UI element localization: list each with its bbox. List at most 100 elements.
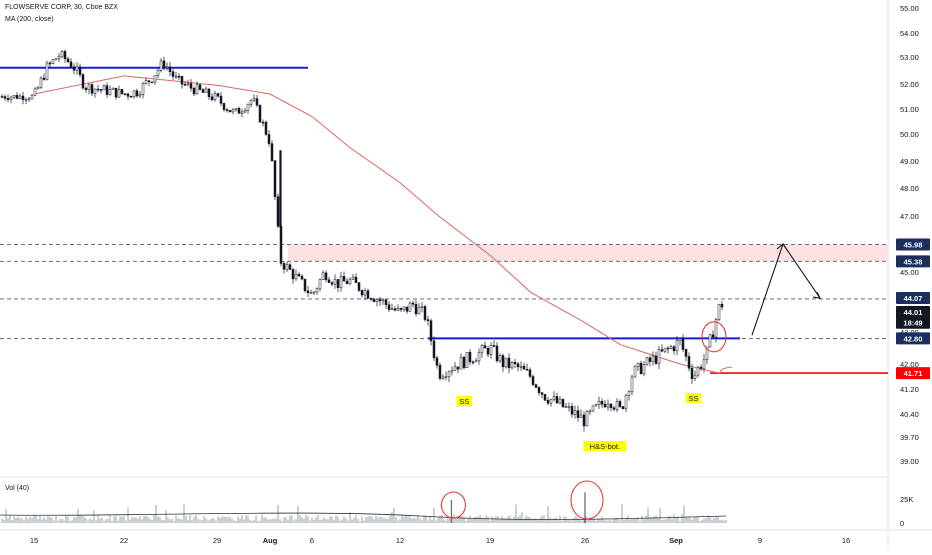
candle-body: [483, 345, 487, 349]
annotation-label[interactable]: SS: [459, 397, 469, 406]
candle-body: [699, 366, 703, 369]
y-tick-label: 49.00: [900, 157, 919, 166]
candle-body: [414, 304, 418, 315]
candle-body: [210, 96, 214, 101]
candle-body: [24, 99, 28, 101]
candle-body: [261, 121, 265, 124]
price-label-bg: [896, 316, 930, 329]
candle-body: [666, 347, 670, 350]
candle-body: [300, 275, 304, 280]
volume-bars[interactable]: [1, 504, 727, 523]
candle-body: [234, 108, 238, 111]
annotation-label-bg: [456, 396, 472, 406]
candle-body: [420, 306, 424, 308]
candle-body: [426, 319, 430, 322]
candle-body: [552, 396, 556, 400]
price-label[interactable]: 18:49: [903, 319, 922, 328]
candle-body: [87, 84, 91, 91]
candle-body: [291, 269, 295, 280]
candle-body: [594, 404, 598, 407]
candle-body: [111, 87, 115, 90]
candle-body: [171, 71, 175, 77]
x-tick-label: 26: [581, 536, 589, 545]
legend-ma: MA (200, close): [5, 16, 54, 23]
candle-body: [600, 400, 604, 405]
price-label[interactable]: 44.01: [904, 308, 923, 317]
price-label[interactable]: 41.71: [904, 369, 923, 378]
candle-body: [438, 364, 442, 379]
candle-body: [294, 273, 298, 280]
x-tick-label: 29: [213, 536, 221, 545]
candle-body: [621, 406, 625, 409]
price-label-bg: [896, 291, 930, 304]
candle-body: [36, 87, 40, 90]
annotation-label[interactable]: H&S-bot.: [590, 442, 620, 451]
candle-body: [399, 307, 403, 310]
breakout-circle[interactable]: [701, 321, 727, 353]
candle-body: [540, 392, 544, 395]
candle-body: [405, 306, 409, 312]
candle-body: [447, 371, 451, 377]
annotation-label[interactable]: SS: [688, 394, 698, 403]
price-label-bg: [896, 238, 930, 251]
candle-body: [615, 401, 619, 410]
candle-body: [336, 279, 340, 288]
y-tick-label: 41.20: [900, 385, 919, 394]
candle-body: [411, 302, 415, 305]
price-label[interactable]: 42.80: [904, 334, 923, 343]
candle-body: [216, 93, 220, 97]
candle-body: [342, 276, 346, 282]
candle-body: [345, 280, 349, 285]
candle-body: [675, 340, 679, 352]
candle-body: [531, 376, 535, 385]
candle-body: [348, 278, 352, 285]
candle-body: [108, 89, 112, 95]
y-tick-label: 53.00: [900, 53, 919, 62]
candle-body: [681, 338, 685, 350]
candle-body: [201, 89, 205, 93]
candle-body: [321, 272, 325, 280]
y-tick-label: 55.00: [900, 4, 919, 13]
candle-body: [99, 89, 103, 91]
candle-body: [570, 406, 574, 415]
candle-body: [468, 352, 472, 363]
ma-200-line[interactable]: [33, 75, 721, 374]
candle-body: [360, 290, 364, 296]
price-label[interactable]: 44.07: [904, 294, 923, 303]
volume-circle[interactable]: [570, 480, 604, 520]
y-tick-label: 40.40: [900, 410, 919, 419]
candle-body: [354, 276, 358, 283]
price-label[interactable]: 45.98: [904, 241, 923, 250]
volume-circle[interactable]: [440, 491, 466, 519]
candle-body: [549, 398, 553, 404]
candle-body: [225, 109, 229, 111]
candle-body: [18, 95, 22, 99]
candle-body: [657, 349, 661, 364]
price-label[interactable]: 45.38: [904, 257, 923, 266]
candle-body: [564, 406, 568, 408]
candle-body: [351, 276, 355, 280]
candle-body: [717, 303, 721, 320]
candle-body: [441, 376, 445, 379]
candle-body: [693, 374, 697, 379]
price-label-bg: [896, 255, 930, 268]
candle-body: [516, 363, 520, 368]
legend-symbol: FLOWSERVE CORP, 30, Cboe BZX: [5, 4, 118, 11]
candle-body: [15, 95, 19, 99]
candle-body: [522, 366, 526, 370]
candle-body: [435, 357, 439, 366]
candle-body: [477, 352, 481, 362]
candle-body: [21, 95, 25, 101]
candle-body: [330, 282, 334, 285]
candle-body: [576, 410, 580, 418]
candle-body: [492, 345, 496, 347]
candle-body: [282, 263, 286, 270]
price-candles[interactable]: [0, 49, 724, 432]
candle-body: [27, 98, 31, 101]
candle-body: [669, 346, 673, 349]
candle-body: [630, 376, 634, 392]
candle-body: [249, 99, 253, 105]
candle-body: [567, 406, 571, 408]
